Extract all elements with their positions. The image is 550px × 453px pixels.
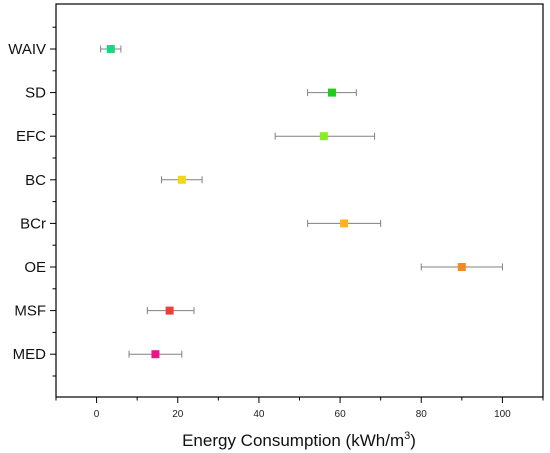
data-point-sd [327,88,336,97]
data-point-oe [457,263,466,271]
data-point-msf [165,306,174,315]
y-category-label: EFC [16,128,46,145]
error-bars [100,45,503,358]
y-category-label: BCr [20,215,46,232]
y-category-label: BC [25,172,46,189]
y-category-label: OE [24,259,46,276]
x-axis: 0 20 40 60 80 100 [55,397,544,420]
x-tick-label: 0 [94,409,100,420]
y-category-label: WAIV [8,41,46,58]
data-point-bcr [340,219,349,228]
data-point-bc [177,175,186,184]
data-points [106,45,466,359]
data-point-efc [319,132,328,141]
y-category-label: SD [25,85,46,102]
x-tick-label: 40 [253,409,265,420]
x-axis-title-close: ) [410,431,416,450]
x-axis-title-text: Energy Consumption (kWh/m [182,431,404,450]
data-point-med [151,350,160,359]
plot-frame [55,3,544,398]
x-tick-label: 60 [335,409,347,420]
y-category-label: MSF [14,303,46,320]
x-tick-label: 100 [494,409,511,420]
y-category-label: MED [13,346,47,363]
x-tick-label: 80 [416,409,428,420]
x-tick-label: 20 [172,409,184,420]
x-axis-title: Energy Consumption (kWh/m3) [182,430,416,450]
x-axis-title-superscript: 3 [404,430,410,442]
y-axis: WAIV SD EFC BC BCr OE MSF MED [8,26,56,377]
data-point-waiv [106,45,115,53]
